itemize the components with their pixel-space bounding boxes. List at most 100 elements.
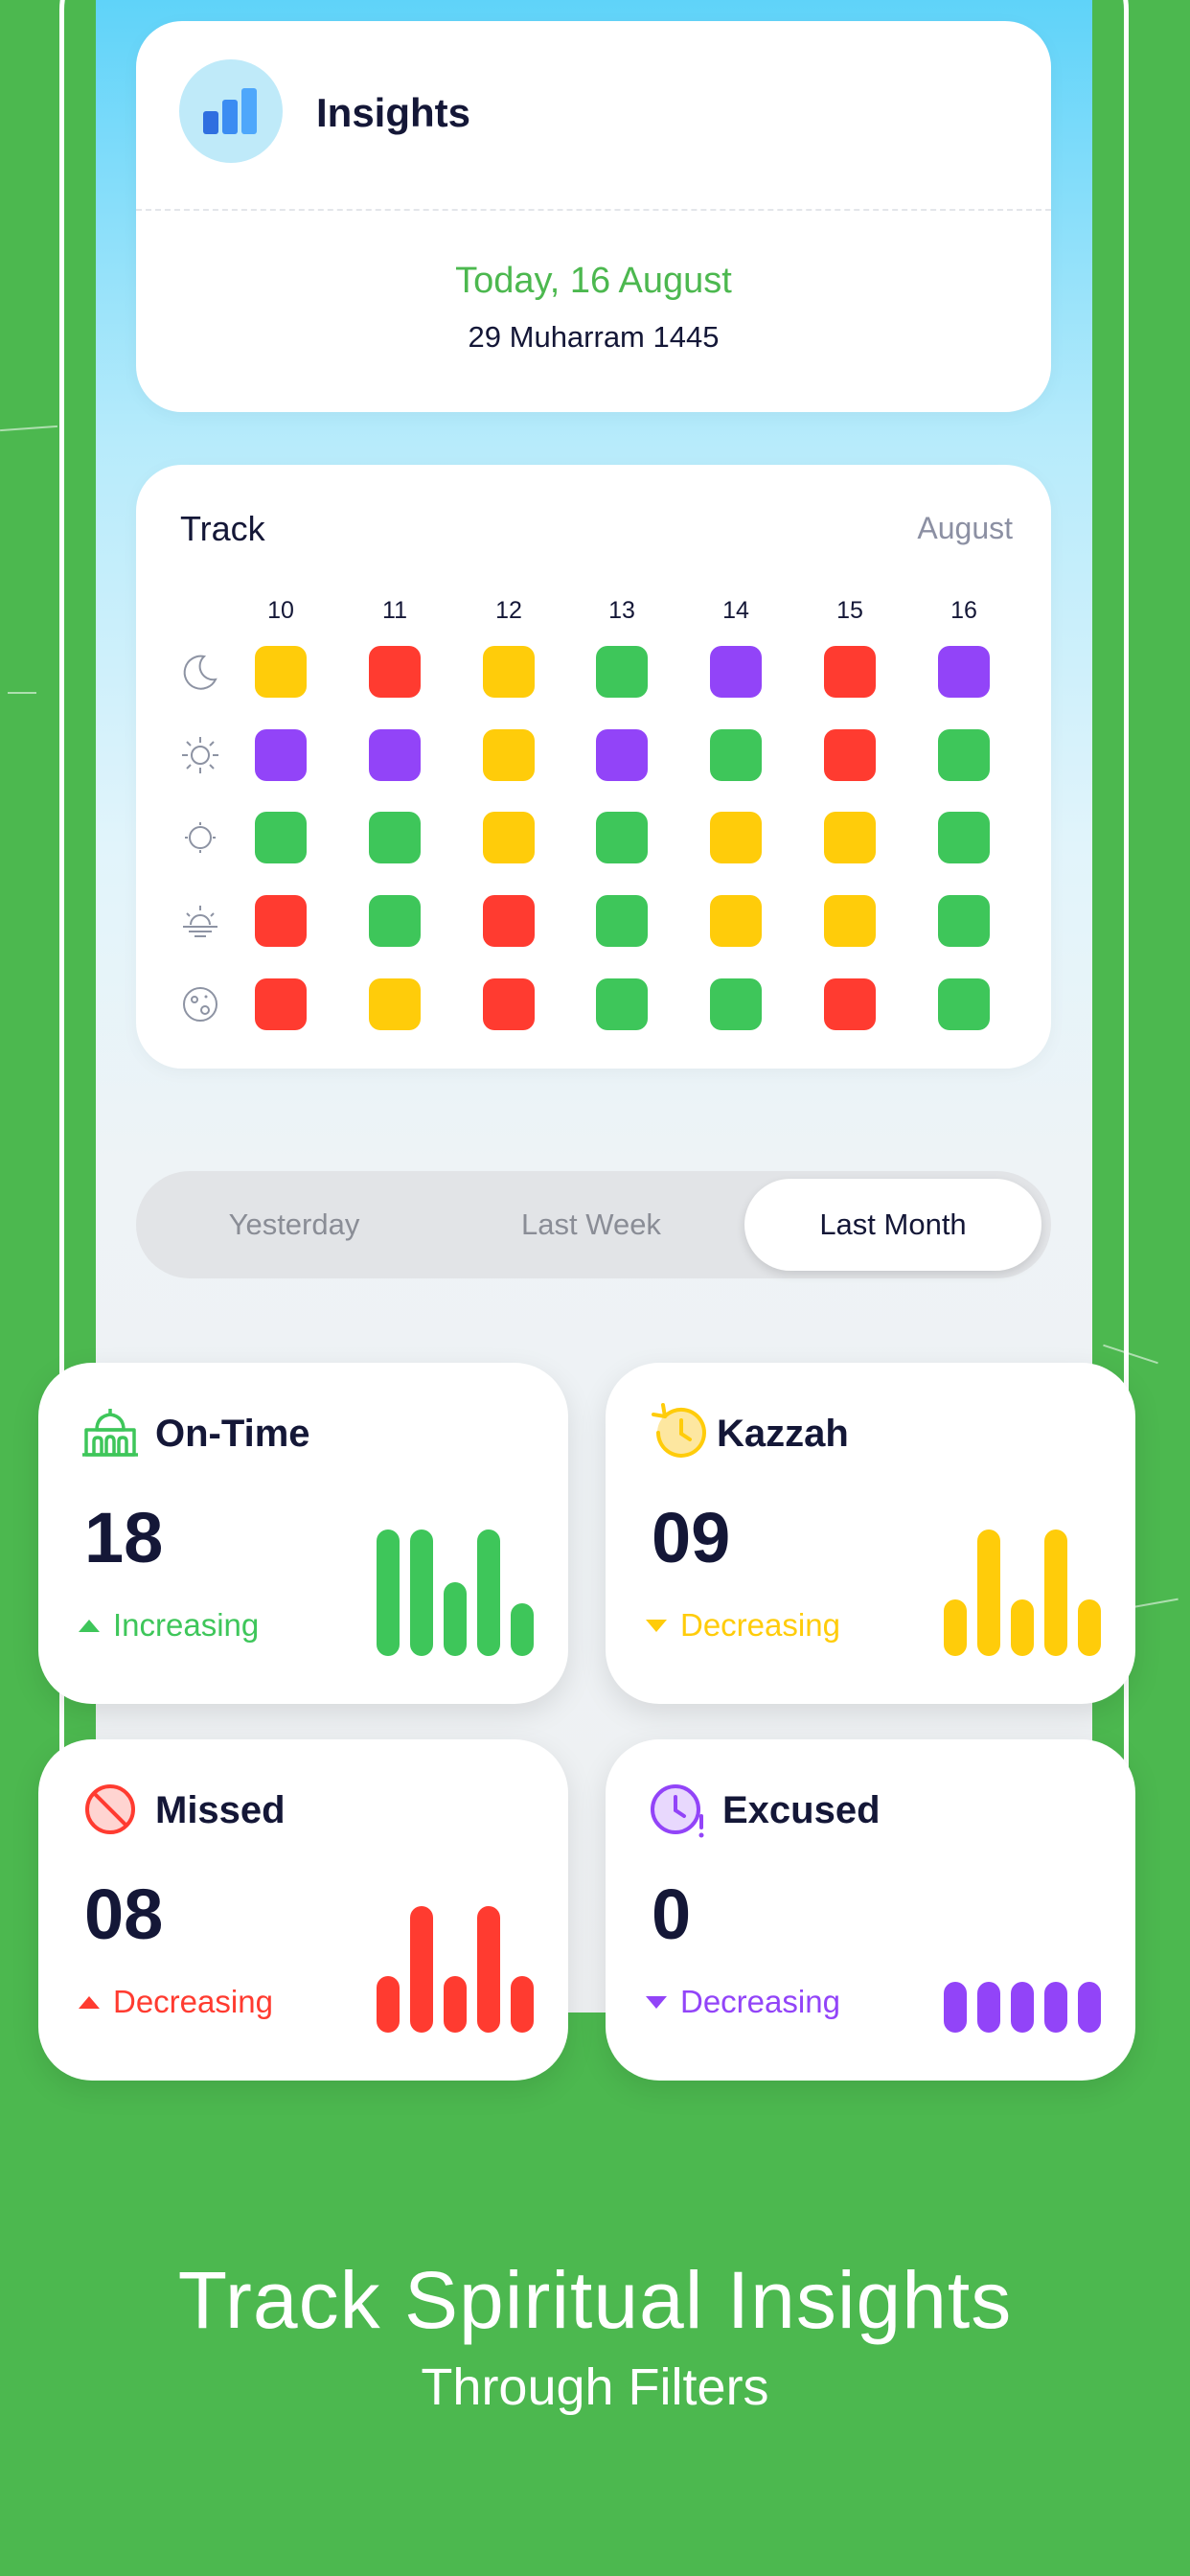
status-cell-green [938,812,990,863]
mini-bar [477,1530,500,1656]
status-cell-green [710,978,762,1030]
track-month: August [917,511,1013,545]
sun-rays-icon [176,731,224,779]
status-cell-purple [938,646,990,698]
track-card: Track August 10 11 12 13 14 15 16 [136,465,1051,1069]
mosque-icon [82,1409,138,1457]
status-cell-purple [596,729,648,781]
clock-alert-icon [651,1784,704,1838]
mini-bar [444,1582,467,1656]
status-cell-green [369,812,421,863]
stat-title: Kazzah [717,1413,849,1455]
status-cell-yellow [483,729,535,781]
trend-label: Increasing [113,1607,260,1643]
mini-bar [511,1603,534,1656]
stat-value: 18 [84,1498,164,1577]
status-cell-red [824,646,876,698]
sunset-icon [176,897,224,945]
on-time-card[interactable]: On-Time 18 Increasing [38,1363,568,1704]
status-cell-red [824,978,876,1030]
mini-bar-chart [944,1906,1101,2033]
day-label: 11 [382,597,407,624]
status-cell-purple [710,646,762,698]
status-cell-green [938,895,990,947]
status-cell-green [710,729,762,781]
prohibited-icon [85,1784,135,1834]
mini-bar [1078,1982,1101,2033]
status-cell-red [824,729,876,781]
mini-bar [1011,1982,1034,2033]
status-cell-purple [369,729,421,781]
trend-up-icon [79,1996,100,2009]
mini-bar [944,1982,967,2033]
trend-up-icon [79,1620,100,1632]
mini-bar-chart [944,1530,1101,1656]
status-cell-green [255,812,307,863]
status-cell-yellow [369,978,421,1030]
mini-bar [410,1530,433,1656]
mini-bar [377,1976,400,2033]
mini-bar [1011,1599,1034,1656]
trend-label: Decreasing [680,1984,840,2019]
day-label: 13 [608,597,635,624]
filter-last-month[interactable]: Last Month [744,1179,1041,1271]
status-cell-yellow [824,895,876,947]
status-cell-red [255,978,307,1030]
trend-label: Decreasing [680,1607,840,1643]
status-cell-green [596,895,648,947]
status-cell-red [369,646,421,698]
mini-bar [977,1530,1000,1656]
mini-bar [410,1906,433,2033]
clock-history-icon [652,1403,706,1458]
moon-icon [176,648,224,696]
gregorian-date: Today, 16 August [455,261,732,301]
status-cell-green [596,978,648,1030]
subheadline: Through Filters [421,2358,769,2416]
status-cell-purple [255,729,307,781]
status-cell-green [369,895,421,947]
phone-screen: Insights Today, 16 August 29 Muharram 14… [96,0,1092,2012]
status-cell-yellow [483,646,535,698]
mini-bar-chart [377,1906,534,2033]
mini-bar [1044,1982,1067,2033]
missed-card[interactable]: Missed 08 Decreasing [38,1739,568,2081]
status-cell-yellow [483,812,535,863]
decorative-line [8,692,36,694]
day-label: 14 [722,597,749,624]
date-filter: Yesterday Last Week Last Month [136,1171,1051,1278]
mini-bar [1044,1530,1067,1656]
mini-bar [511,1976,534,2033]
status-cell-yellow [710,812,762,863]
hijri-date: 29 Muharram 1445 [468,320,720,354]
trend-label: Decreasing [113,1984,273,2019]
status-cell-yellow [255,646,307,698]
stat-title: On-Time [155,1413,310,1455]
status-cell-green [938,978,990,1030]
trend-down-icon [646,1620,667,1632]
divider [136,209,1051,211]
stat-title: Excused [722,1789,881,1831]
decorative-line [1131,1598,1179,1609]
filter-yesterday[interactable]: Yesterday [228,1208,360,1241]
trend-down-icon [646,1996,667,2009]
excused-card[interactable]: Excused 0 Decreasing [606,1739,1135,2081]
decorative-line [0,425,57,432]
day-label: 16 [950,597,977,624]
status-cell-green [596,646,648,698]
day-label: 12 [495,597,522,624]
status-cell-red [483,978,535,1030]
stat-value: 08 [84,1874,164,1954]
headline: Track Spiritual Insights [177,2255,1013,2345]
filter-last-week[interactable]: Last Week [521,1208,661,1241]
insights-card: Insights Today, 16 August 29 Muharram 14… [136,21,1051,412]
insights-title: Insights [316,90,471,135]
status-cell-yellow [710,895,762,947]
bar-chart-icon [179,59,283,163]
mini-bar-chart [377,1530,534,1656]
kazzah-card[interactable]: Kazzah 09 Decreasing [606,1363,1135,1704]
status-cell-green [938,729,990,781]
sun-icon [176,814,224,862]
mini-bar [477,1906,500,2033]
mini-bar [1078,1599,1101,1656]
stat-title: Missed [155,1789,286,1831]
